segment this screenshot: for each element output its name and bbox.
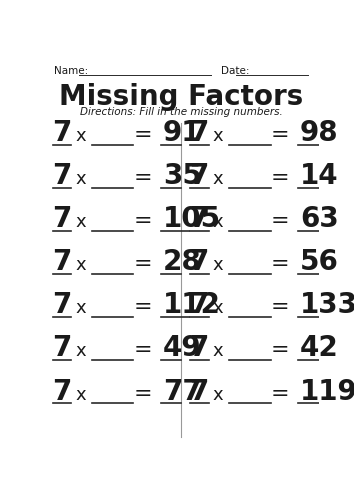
Text: 7: 7 <box>189 248 209 276</box>
Text: Date:: Date: <box>221 66 250 76</box>
Text: 7: 7 <box>52 162 72 190</box>
Text: =: = <box>270 340 289 360</box>
Text: 7: 7 <box>189 162 209 190</box>
Text: =: = <box>270 125 289 145</box>
Text: 7: 7 <box>52 248 72 276</box>
Text: =: = <box>270 384 289 404</box>
Text: 7: 7 <box>52 292 72 320</box>
Text: x: x <box>75 256 86 274</box>
Text: x: x <box>212 127 223 145</box>
Text: 42: 42 <box>300 334 339 362</box>
Text: Directions: Fill in the missing numbers.: Directions: Fill in the missing numbers. <box>80 108 283 118</box>
Text: 98: 98 <box>300 119 339 147</box>
Text: x: x <box>212 213 223 231</box>
Text: 7: 7 <box>52 119 72 147</box>
Text: x: x <box>212 256 223 274</box>
Text: =: = <box>133 340 152 360</box>
Text: =: = <box>133 168 152 188</box>
Text: 77: 77 <box>163 378 201 406</box>
Text: =: = <box>133 384 152 404</box>
Text: =: = <box>133 125 152 145</box>
Text: x: x <box>212 170 223 188</box>
Text: x: x <box>75 342 86 360</box>
Text: =: = <box>270 211 289 231</box>
Text: =: = <box>270 298 289 318</box>
Text: Name:: Name: <box>53 66 88 76</box>
Text: 7: 7 <box>189 378 209 406</box>
Text: 7: 7 <box>189 119 209 147</box>
Text: 35: 35 <box>163 162 202 190</box>
Text: =: = <box>270 254 289 274</box>
Text: x: x <box>75 213 86 231</box>
Text: 14: 14 <box>300 162 339 190</box>
Text: 91: 91 <box>163 119 201 147</box>
Text: 28: 28 <box>163 248 201 276</box>
Text: 63: 63 <box>300 205 339 233</box>
Text: x: x <box>75 127 86 145</box>
Text: =: = <box>270 168 289 188</box>
Text: 7: 7 <box>52 205 72 233</box>
Text: 133: 133 <box>300 292 354 320</box>
Text: 7: 7 <box>189 334 209 362</box>
Text: x: x <box>75 300 86 318</box>
Text: x: x <box>212 342 223 360</box>
Text: x: x <box>212 386 223 404</box>
Text: Missing Factors: Missing Factors <box>59 83 303 111</box>
Text: 7: 7 <box>52 334 72 362</box>
Text: 56: 56 <box>300 248 339 276</box>
Text: 7: 7 <box>52 378 72 406</box>
Text: 7: 7 <box>189 205 209 233</box>
Text: 7: 7 <box>189 292 209 320</box>
Text: =: = <box>133 211 152 231</box>
Text: =: = <box>133 298 152 318</box>
Text: x: x <box>75 386 86 404</box>
Text: =: = <box>133 254 152 274</box>
Text: x: x <box>75 170 86 188</box>
Text: 105: 105 <box>163 205 221 233</box>
Text: x: x <box>212 300 223 318</box>
Text: 119: 119 <box>300 378 354 406</box>
Text: 49: 49 <box>163 334 201 362</box>
Text: 112: 112 <box>163 292 221 320</box>
